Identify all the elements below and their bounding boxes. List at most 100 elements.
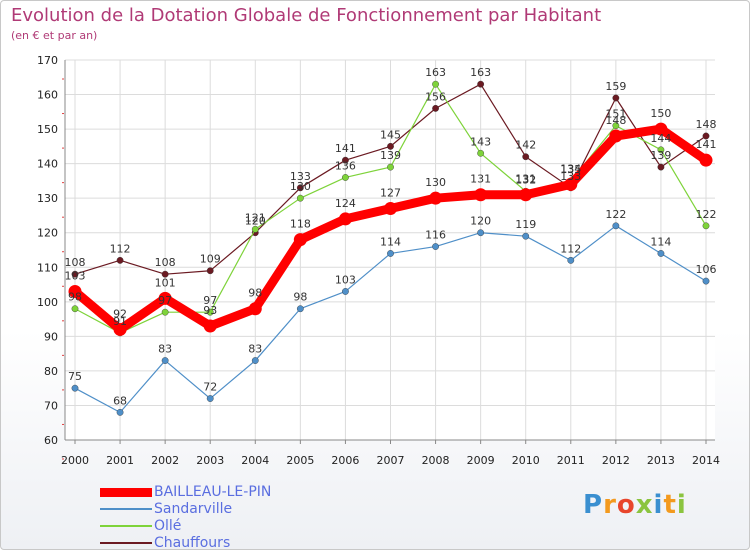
point-chauffours-2012 [612,94,620,102]
data-label-chauffours-2000: 108 [65,256,86,269]
data-label-oll--2002: 97 [158,294,172,307]
y-tick-label-100: 100 [37,296,58,309]
point-oll--2000 [71,305,79,313]
x-tick-label-2014: 2014 [692,454,720,467]
legend-item-bailleau[interactable]: BAILLEAU-LE-PIN [100,484,400,501]
data-label-oll--2003: 97 [203,294,217,307]
data-label-sandarville-2009: 120 [470,215,491,228]
logo-letter-0: P [583,490,604,520]
data-label-sandarville-2004: 83 [248,343,262,356]
point-bailleau-le-pin-2014 [699,153,713,167]
proxiti-logo: Proxiti [583,490,687,520]
x-tick-label-2010: 2010 [512,454,540,467]
legend-label-bailleau: BAILLEAU-LE-PIN [154,484,272,500]
y-tick-label-140: 140 [37,158,58,171]
data-label-bailleau-le-pin-2014: 141 [696,138,717,151]
legend-label-olle: Ollé [154,518,182,534]
point-sandarville-2000 [71,384,79,392]
x-tick-label-2013: 2013 [647,454,675,467]
legend-item-chauffours[interactable]: Chauffours [100,535,400,552]
data-label-bailleau-le-pin-2005: 118 [290,218,311,231]
data-label-chauffours-2011: 133 [560,170,581,183]
point-chauffours-2013 [657,163,665,171]
point-chauffours-2006 [342,156,349,164]
data-label-chauffours-2008: 156 [425,90,446,103]
point-bailleau-le-pin-2013 [654,122,668,136]
point-chauffours-2003 [206,267,214,275]
data-label-oll--2007: 139 [380,149,401,162]
legend-swatch-sandarville [100,508,152,510]
legend-item-olle[interactable]: Ollé [100,518,400,535]
legend-item-sandarville[interactable]: Sandarville [100,501,400,518]
legend-swatch-chauffours [100,542,152,544]
point-bailleau-le-pin-2009 [474,188,488,202]
point-oll--2004 [251,225,259,233]
x-tick-label-2002: 2002 [151,454,179,467]
point-bailleau-le-pin-2003 [203,319,217,333]
data-label-oll--2006: 136 [335,159,356,172]
point-sandarville-2001 [116,408,124,416]
data-label-chauffours-2009: 163 [470,66,491,79]
point-chauffours-2008 [432,104,439,112]
legend-swatch-bailleau [100,488,152,497]
data-label-bailleau-le-pin-2006: 124 [335,197,356,210]
point-chauffours-2014 [702,132,710,140]
point-bailleau-le-pin-2008 [429,191,443,205]
chart-subtitle: (en € et par an) [11,29,98,42]
data-label-oll--2008: 163 [425,66,446,79]
data-label-oll--2012: 151 [605,108,626,121]
point-oll--2012 [612,122,620,130]
y-tick-label-130: 130 [37,192,58,205]
data-label-chauffours-2012: 159 [605,80,626,93]
data-label-bailleau-le-pin-2004: 98 [248,287,262,300]
data-label-oll--2000: 98 [68,291,82,304]
point-chauffours-2002 [161,270,169,278]
point-chauffours-2007 [387,142,394,150]
data-label-sandarville-2006: 103 [335,273,356,286]
point-bailleau-le-pin-2005 [293,233,307,247]
data-label-bailleau-le-pin-2002: 101 [155,276,176,289]
point-sandarville-2002 [161,357,169,364]
y-tick-label-150: 150 [37,123,58,136]
x-tick-label-2009: 2009 [467,454,495,467]
data-label-sandarville-2011: 112 [560,242,581,255]
point-bailleau-le-pin-2002 [158,291,172,305]
point-oll--2003 [206,308,214,316]
data-label-bailleau-le-pin-2007: 127 [380,187,401,200]
data-label-chauffours-2001: 112 [110,242,131,255]
data-label-bailleau-le-pin-2013: 150 [650,107,671,120]
point-oll--2005 [296,194,304,202]
point-sandarville-2014 [702,277,710,285]
data-label-chauffours-2014: 148 [696,118,717,131]
x-tick-label-2011: 2011 [557,454,585,467]
point-sandarville-2005 [296,305,304,313]
point-bailleau-le-pin-2004 [248,302,262,316]
data-label-bailleau-le-pin-2009: 131 [470,173,491,186]
point-bailleau-le-pin-2007 [384,202,397,216]
point-bailleau-le-pin-2011 [564,177,578,191]
data-label-bailleau-le-pin-2001: 92 [113,307,127,320]
point-sandarville-2008 [432,243,439,250]
x-tick-label-2006: 2006 [331,454,359,467]
point-oll--2009 [477,149,485,157]
data-label-sandarville-2013: 114 [650,235,671,248]
point-sandarville-2011 [567,256,575,264]
data-label-sandarville-2007: 114 [380,235,401,248]
y-tick-label-170: 170 [37,54,58,67]
y-tick-label-160: 160 [37,89,58,102]
point-bailleau-le-pin-2000 [68,284,82,298]
legend-label-sandarville: Sandarville [154,501,233,517]
point-oll--2002 [161,308,169,316]
point-sandarville-2009 [477,229,485,237]
y-tick-label-90: 90 [44,330,58,343]
point-oll--2007 [387,163,394,171]
x-tick-label-2004: 2004 [241,454,269,467]
data-label-chauffours-2003: 109 [200,253,221,266]
point-bailleau-le-pin-2012 [609,129,623,143]
point-chauffours-2009 [477,80,485,88]
logo-letter-1: r [603,490,617,520]
y-tick-label-120: 120 [37,227,58,240]
data-label-sandarville-2008: 116 [425,229,446,242]
data-label-chauffours-2013: 139 [650,149,671,162]
